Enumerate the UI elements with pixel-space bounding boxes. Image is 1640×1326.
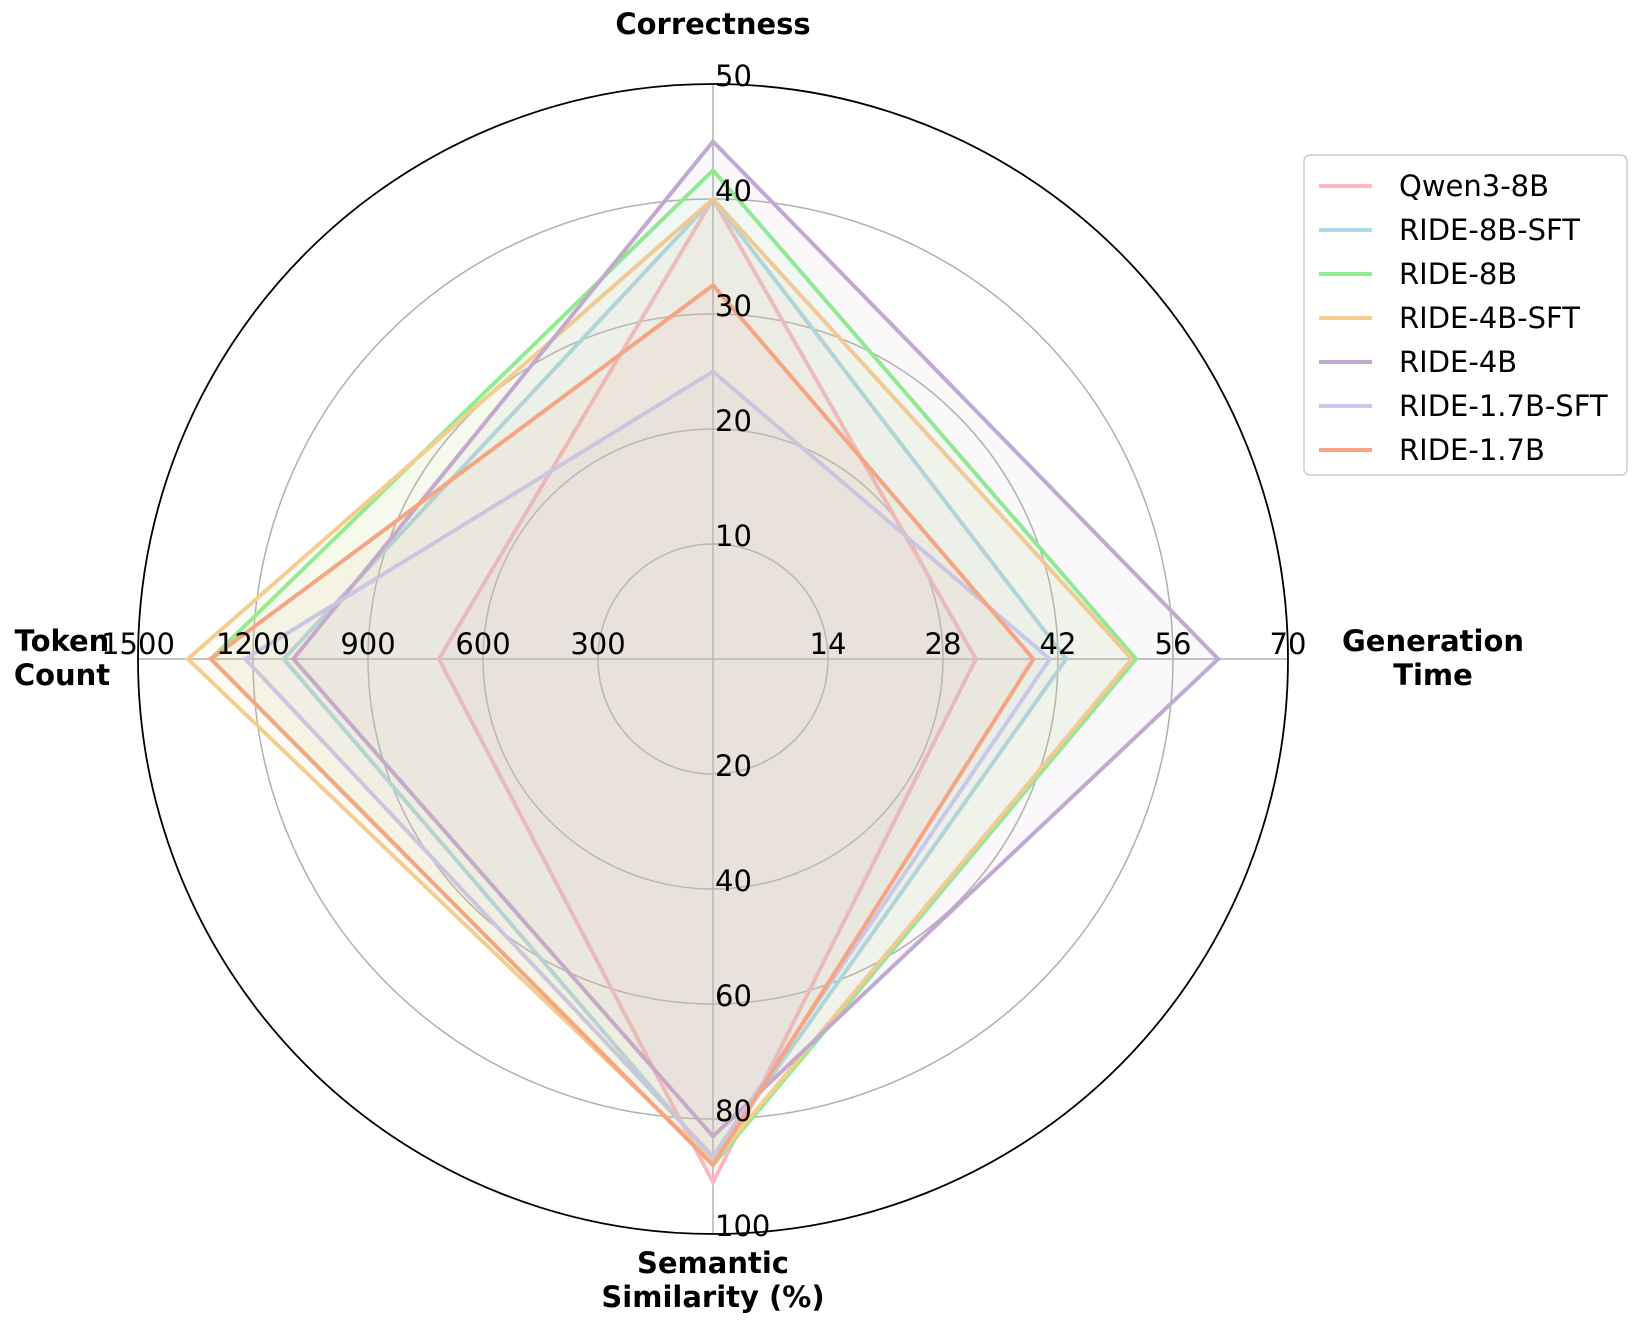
tick-token_count-3: 1200: [216, 627, 290, 661]
legend-label-1: RIDE-8B-SFT: [1399, 213, 1580, 247]
legend-label-5: RIDE-1.7B-SFT: [1399, 389, 1608, 423]
series-fill-5: [245, 371, 1050, 1157]
outer-frame: [137, 83, 1289, 1235]
legend-label-3: RIDE-4B-SFT: [1399, 301, 1580, 335]
tick-semantic_similarity-3: 80: [715, 1094, 752, 1128]
tick-semantic_similarity-2: 60: [715, 979, 752, 1013]
series-line-4: [290, 138, 1222, 1140]
series-line-0: [436, 195, 979, 1187]
tick-token_count-4: 1500: [101, 627, 175, 661]
tick-semantic_similarity-1: 40: [715, 864, 752, 898]
tick-semantic_similarity-0: 20: [715, 749, 752, 783]
tick-generation_time-1: 28: [925, 627, 962, 661]
axis-title-correctness: Correctness: [615, 7, 810, 41]
tick-correctness-2: 30: [715, 289, 752, 323]
series-fill-2: [210, 170, 1137, 1166]
axis-title-generation-time: Generation Time: [1342, 624, 1524, 692]
tick-generation_time-4: 70: [1270, 627, 1307, 661]
tick-token_count-1: 600: [455, 627, 510, 661]
series-fill-3: [187, 199, 1132, 1163]
series-fill-4: [293, 141, 1219, 1137]
legend-box: [1303, 154, 1628, 476]
tick-correctness-1: 20: [715, 404, 752, 438]
series-line-6: [207, 282, 1036, 1169]
legend-label-0: Qwen3-8B: [1399, 169, 1549, 203]
legend-label-4: RIDE-4B: [1399, 345, 1517, 379]
tick-token_count-2: 900: [340, 627, 395, 661]
tick-correctness-4: 50: [715, 59, 752, 93]
series-line-5: [242, 369, 1053, 1160]
series-fill-0: [438, 199, 976, 1183]
tick-generation_time-3: 56: [1155, 627, 1192, 661]
legend-label-2: RIDE-8B: [1399, 257, 1517, 291]
axis-title-token-count: Token Count: [14, 624, 110, 692]
tick-token_count-0: 300: [570, 627, 625, 661]
tick-generation_time-2: 42: [1040, 627, 1077, 661]
tick-correctness-0: 10: [715, 519, 752, 553]
tick-semantic_similarity-4: 100: [715, 1209, 770, 1243]
tick-correctness-3: 40: [715, 174, 752, 208]
tick-generation_time-0: 14: [810, 627, 847, 661]
legend-label-6: RIDE-1.7B: [1399, 433, 1545, 467]
series-fill-6: [210, 285, 1034, 1165]
axis-title-semantic-similarity: Semantic Similarity (%): [601, 1246, 824, 1314]
